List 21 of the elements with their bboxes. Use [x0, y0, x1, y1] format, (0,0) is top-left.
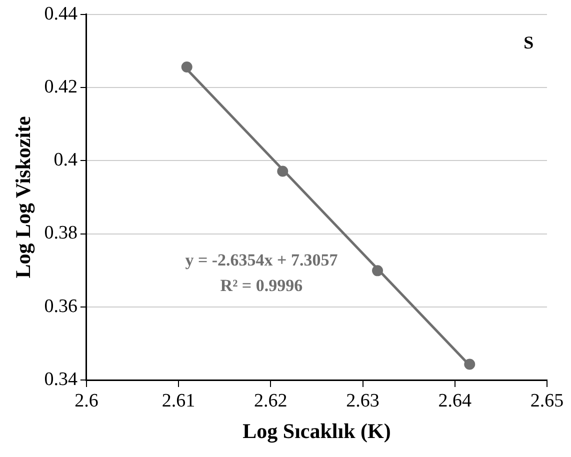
- point: [181, 62, 192, 73]
- y-tick-label: 0.38: [44, 222, 78, 244]
- annotation: y = -2.6354x + 7.3057: [185, 250, 338, 270]
- point: [372, 265, 384, 276]
- point: [464, 358, 476, 370]
- x-tick-label: 2.61: [162, 390, 196, 412]
- y-tick-label: 0.34: [44, 368, 78, 390]
- x-tick-label: 2.62: [254, 390, 288, 412]
- annotation: S: [524, 32, 534, 52]
- x-tick-label: 2.63: [346, 390, 380, 412]
- y-tick-label: 0.36: [44, 296, 78, 317]
- x-tick-label: 2.64: [438, 390, 472, 412]
- y-axis-title: Log Log Viskozite: [11, 116, 36, 278]
- x-axis-title: Log Sıcaklık (K): [242, 418, 391, 443]
- annotation: R² = 0.9996: [220, 276, 303, 296]
- x-tick-label: 2.65: [530, 390, 564, 412]
- y-tick-label: 0.42: [44, 76, 78, 98]
- point: [277, 166, 288, 177]
- y-tick-label: 0.44: [44, 3, 78, 24]
- x-tick-label: 2.6: [74, 390, 98, 412]
- y-tick-label: 0.4: [54, 150, 78, 171]
